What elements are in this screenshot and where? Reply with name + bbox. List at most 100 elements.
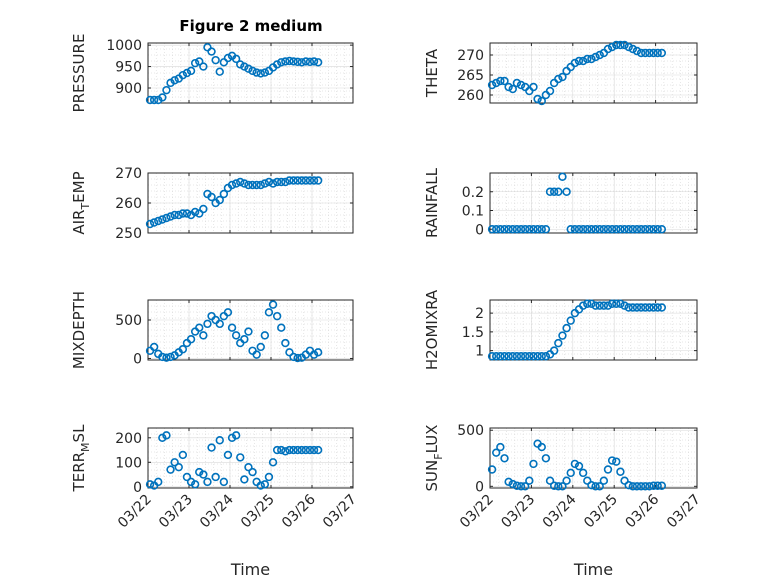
data-point <box>190 327 200 336</box>
y-tick-label: 2 <box>475 306 484 322</box>
x-tick-label: 03/22 <box>457 492 497 532</box>
data-point <box>240 62 249 71</box>
data-point <box>603 301 613 310</box>
data-point <box>219 311 229 321</box>
data-point <box>186 477 196 487</box>
data-point <box>541 352 551 361</box>
data-point <box>289 57 298 66</box>
data-point <box>583 299 592 308</box>
data-point <box>260 179 270 188</box>
subplot-pressure: 900 950 1000 PRESSURE <box>70 34 354 112</box>
data-point <box>508 479 517 489</box>
data-point <box>500 454 509 463</box>
data-point <box>520 352 530 361</box>
data-point <box>537 96 546 106</box>
data-point <box>178 209 188 218</box>
data-point <box>549 187 559 196</box>
data-point <box>281 177 290 187</box>
data-point <box>616 467 625 476</box>
axis-box <box>147 427 354 489</box>
data-point <box>293 445 302 455</box>
data-point <box>272 311 282 321</box>
data-point <box>587 54 596 64</box>
data-point <box>566 468 575 478</box>
data-point <box>236 453 245 462</box>
data-point <box>616 299 625 308</box>
data-point <box>219 58 229 67</box>
data-point <box>516 225 526 234</box>
data-point <box>215 436 224 445</box>
data-point <box>508 84 517 94</box>
data-point <box>574 56 584 66</box>
data-point <box>203 477 212 487</box>
data-point <box>154 216 163 226</box>
data-point <box>549 481 559 490</box>
data-point <box>309 57 319 66</box>
data-point <box>595 301 604 310</box>
y-axis-label: H2OMIXRA <box>423 289 441 370</box>
data-point <box>636 48 646 58</box>
data-point <box>231 54 241 64</box>
y-axis-label-main: MIXDEPTH <box>70 291 88 369</box>
y-axis-label: RAINFALL <box>423 167 441 238</box>
subplot-terr_msl: 0 100 200 TERRMSL 03/22 03/23 03/24 03/25 03/26 0… <box>70 424 360 579</box>
data-point <box>562 66 571 76</box>
y-axis-label: TERRMSL <box>70 424 92 493</box>
data-point <box>587 225 596 234</box>
y-tick-label: 260 <box>457 88 484 104</box>
data-point <box>244 462 253 472</box>
data-point <box>301 57 311 66</box>
data-point <box>657 225 667 234</box>
x-tick-label: 03/24 <box>540 491 580 531</box>
y-tick-label: 500 <box>115 313 142 329</box>
data-point <box>496 352 505 361</box>
data-point <box>599 301 609 310</box>
data-point <box>186 335 196 344</box>
data-point <box>252 68 261 77</box>
data-point <box>595 225 604 234</box>
data-point <box>190 58 200 68</box>
data-point <box>533 352 542 361</box>
data-point <box>199 62 208 71</box>
data-point <box>195 57 204 66</box>
data-point <box>248 180 257 190</box>
x-tick-label: 03/26 <box>279 491 319 531</box>
data-point <box>195 209 204 218</box>
data-point <box>529 82 538 92</box>
data-point <box>649 303 658 312</box>
data-point <box>549 346 559 355</box>
data-point <box>170 76 179 85</box>
axis-box <box>489 427 698 489</box>
data-point <box>533 94 542 104</box>
data-point <box>256 342 265 352</box>
axis-box <box>489 172 698 234</box>
data-point <box>305 57 315 67</box>
data-point <box>657 303 667 312</box>
data-point <box>211 472 220 482</box>
data-point <box>558 331 567 340</box>
data-point <box>496 76 505 86</box>
data-point <box>645 225 654 234</box>
data-point <box>504 352 513 361</box>
data-point <box>595 482 604 491</box>
data-point <box>207 311 216 321</box>
data-point <box>178 450 188 460</box>
data-point <box>186 66 196 76</box>
data-point <box>199 470 208 479</box>
data-point <box>512 352 522 361</box>
data-point <box>305 445 315 455</box>
data-point <box>195 467 204 477</box>
data-point <box>260 480 270 489</box>
subplot-h2omixra: 1 1.5 2 H2OMIXRA <box>423 289 698 370</box>
data-point <box>541 225 551 234</box>
axis-box <box>489 299 698 361</box>
data-point <box>587 299 596 308</box>
data-point <box>264 308 274 317</box>
data-point <box>285 176 294 185</box>
data-point <box>628 303 638 312</box>
data-point <box>309 445 319 455</box>
data-point <box>558 172 567 181</box>
data-point <box>158 93 167 102</box>
data-point <box>620 225 629 234</box>
data-point <box>236 338 245 348</box>
